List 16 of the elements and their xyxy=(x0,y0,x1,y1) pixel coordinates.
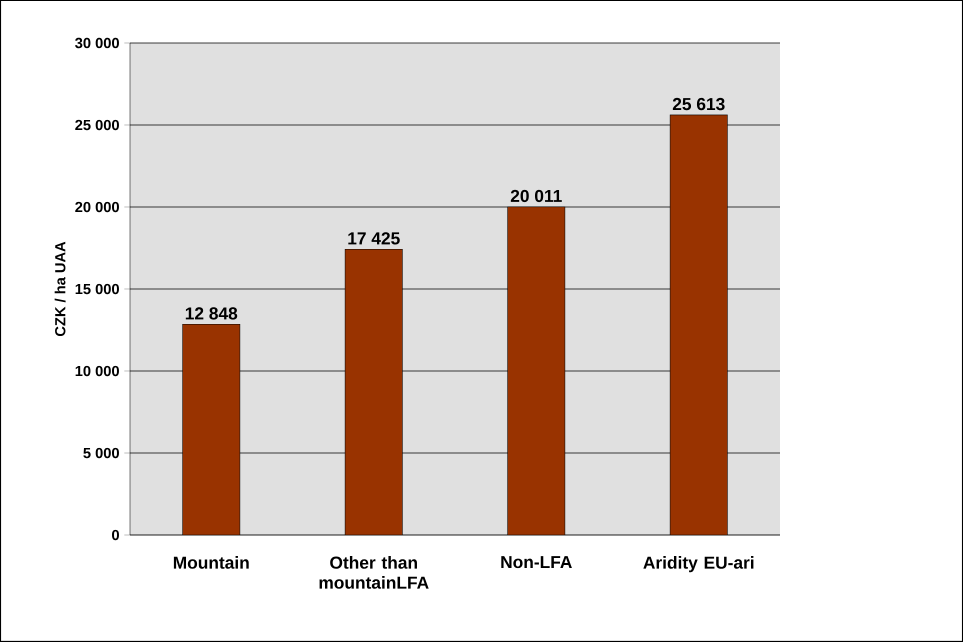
x-tick-label: Other than mountainLFA xyxy=(320,556,429,589)
y-tick-label: 10 000 xyxy=(76,366,119,376)
y-tick-label: 20 000 xyxy=(75,202,119,212)
data-label: 12 848 xyxy=(186,307,238,320)
y-axis-title: CZK / ha UAA xyxy=(54,242,66,336)
x-tick-label: Non-LFA xyxy=(501,556,572,568)
x-tick-label: Aridity EU-ari xyxy=(643,556,754,572)
y-tick-label: 15 000 xyxy=(76,284,119,294)
y-tick-label: 25 000 xyxy=(75,120,119,130)
data-label: 25 613 xyxy=(672,98,725,110)
y-tick-label: 30 000 xyxy=(75,38,119,48)
y-tick-label: 0 xyxy=(112,530,119,540)
data-label: 20 011 xyxy=(510,190,562,202)
y-tick-label: 5 000 xyxy=(83,448,119,458)
x-tick-label: Mountain xyxy=(174,556,249,569)
data-label: 17 425 xyxy=(348,232,400,245)
